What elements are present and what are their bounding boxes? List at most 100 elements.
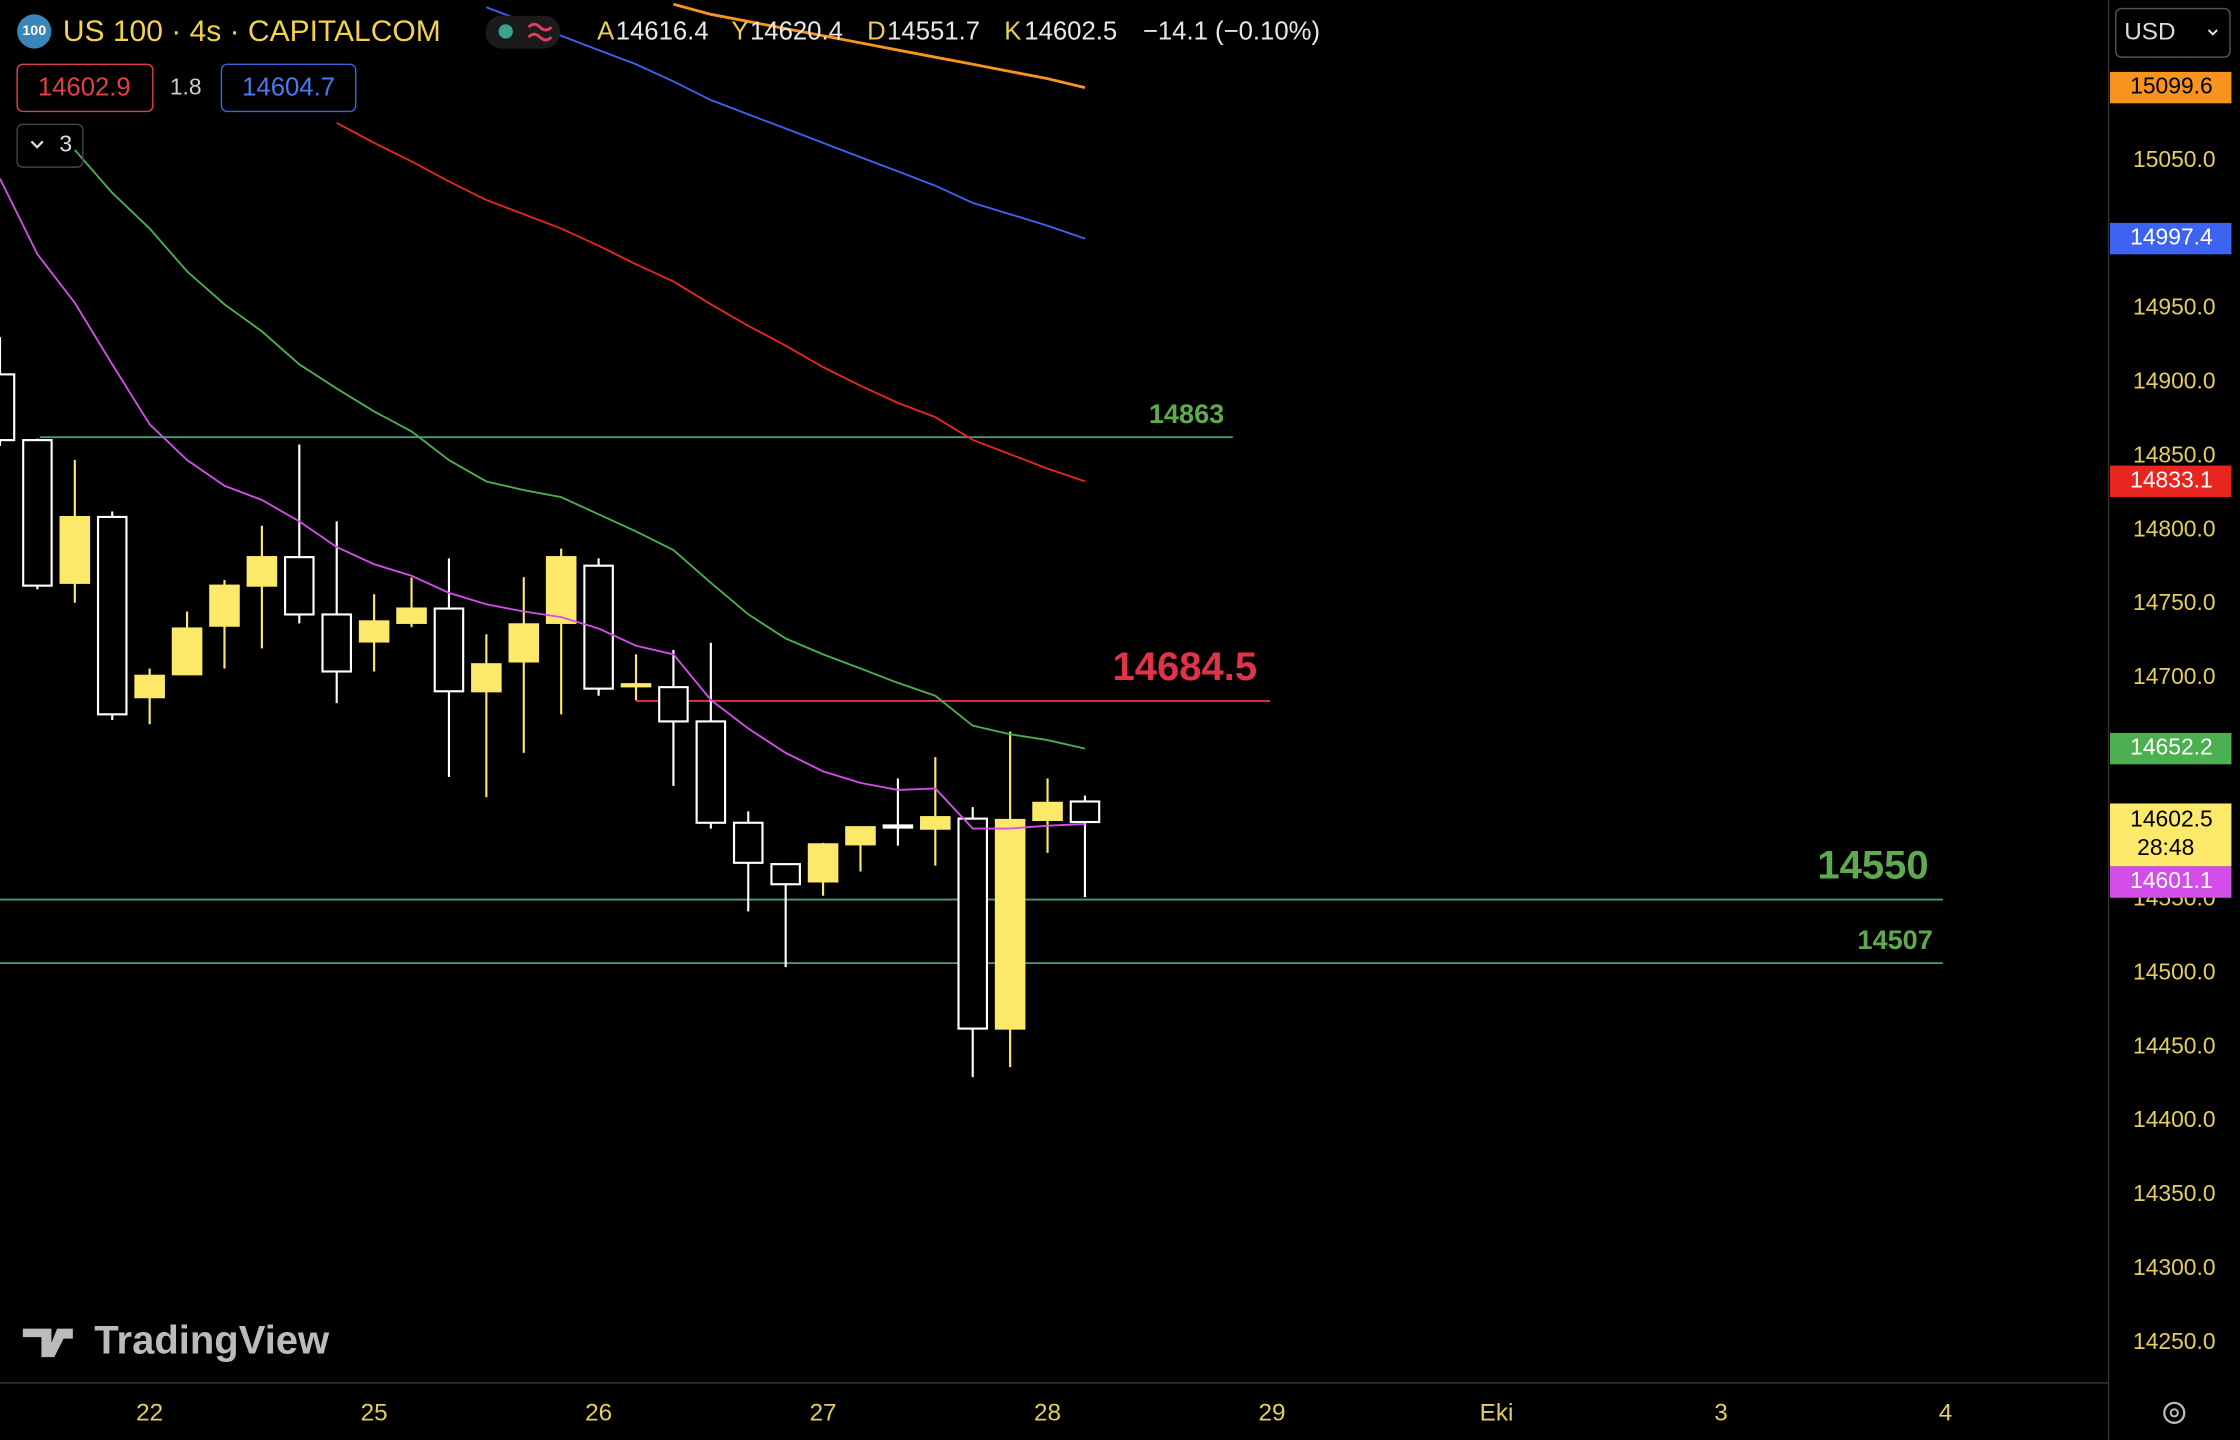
ohlc-label: K	[1004, 18, 1021, 46]
settings-icon	[2169, 1408, 2179, 1418]
x-tick-label: 28	[1034, 1400, 1061, 1427]
currency-dropdown[interactable]	[2115, 7, 2231, 58]
ohlc-label: D	[867, 18, 886, 46]
indicator-toggle[interactable]	[16, 123, 84, 168]
plot-area: 14863 14684.5 14550 14507	[0, 2, 1943, 1078]
ohlc-value: 14620.4	[750, 18, 843, 46]
candle-body	[994, 818, 1026, 1030]
y-tick-label: 14450.0	[2133, 1032, 2216, 1058]
horizontal-line-label: 14550	[1817, 844, 1928, 888]
candle-body	[358, 620, 390, 643]
ohlc-label: Y	[731, 18, 748, 46]
candle-body	[0, 373, 16, 442]
candle-body	[134, 674, 165, 699]
x-tick-label: Eki	[1480, 1400, 1514, 1427]
y-tick-label: 14250.0	[2133, 1328, 2216, 1354]
candle-body	[209, 584, 240, 627]
y-tick-label: 14700.0	[2133, 663, 2216, 689]
x-tick-label: 26	[585, 1400, 612, 1427]
y-tick-label: 15050.0	[2133, 146, 2216, 172]
spread: 1.8	[170, 74, 202, 100]
watermark-logo	[22, 1328, 73, 1358]
chevron-icon	[2207, 29, 2218, 36]
price-badge	[2110, 222, 2232, 255]
price-axis: 14250.0 14300.0 14350.0 14400.0 14450.0 14500…	[136, 71, 2232, 1427]
watermark: TradingView	[94, 1318, 330, 1362]
price-badge	[2110, 465, 2232, 498]
ohlc-value: 14616.4	[616, 18, 709, 46]
price-badge-label: 14833.1	[2130, 466, 2213, 492]
candle-body	[284, 556, 315, 616]
x-tick-label: 4	[1939, 1400, 1952, 1427]
candle-body	[22, 439, 53, 587]
x-tick-label: 25	[361, 1400, 388, 1427]
indicator-count[interactable]: 3	[59, 131, 72, 157]
symbol-logo	[17, 14, 52, 49]
current-price: 14602.5	[2130, 806, 2213, 832]
y-tick-label: 14300.0	[2133, 1254, 2216, 1280]
market-status-dot	[498, 24, 513, 39]
symbol-title[interactable]: US 100 · 4s · CAPITALCOM	[63, 15, 441, 48]
candle-body	[920, 816, 951, 830]
x-tick-label: 29	[1259, 1400, 1286, 1427]
candle-body	[471, 663, 502, 693]
header: 100 US 100 · 4s · CAPITALCOM A 14616.4 Y…	[16, 7, 2231, 1424]
price-badge-label: 15099.6	[2130, 73, 2213, 99]
x-tick-label: 3	[1714, 1400, 1728, 1427]
current-price-badge	[2110, 803, 2232, 867]
y-tick-label: 14950.0	[2133, 294, 2216, 320]
horizontal-line-label: 14507	[1857, 924, 1932, 955]
countdown: 28:48	[2137, 834, 2194, 860]
candle-body	[96, 515, 128, 716]
candle-body	[396, 607, 427, 624]
y-tick-label: 14750.0	[2133, 589, 2216, 615]
currency-label[interactable]: USD	[2124, 18, 2175, 45]
candle-body	[882, 824, 914, 829]
candle-body	[321, 613, 353, 673]
price-badge	[2110, 732, 2232, 765]
candle-body	[171, 627, 203, 676]
candle-body	[770, 863, 801, 886]
candle-body	[59, 516, 91, 584]
sell-price[interactable]: 14602.9	[38, 73, 131, 101]
ohlc-value: 14602.5	[1024, 18, 1117, 46]
horizontal-line-label: 14684.5	[1113, 645, 1258, 689]
sell-button[interactable]	[16, 63, 154, 113]
y-tick-label: 14500.0	[2133, 958, 2216, 984]
candle-body	[583, 564, 614, 690]
candle-body	[1032, 801, 1063, 822]
buy-price[interactable]: 14604.7	[242, 73, 335, 101]
settings-button[interactable]	[2163, 1401, 2186, 1424]
y-tick-label: 14850.0	[2133, 441, 2216, 467]
price-badge	[2110, 866, 2232, 898]
status-pill	[485, 15, 560, 49]
chevron-icon	[30, 140, 44, 149]
indicator-line	[74, 149, 1086, 750]
price-change: −14.1 (−0.10%)	[1143, 18, 1320, 46]
candle-body	[695, 720, 727, 824]
candle-body	[246, 556, 278, 587]
ohlc-label: A	[597, 18, 615, 46]
indicator-line	[486, 6, 1086, 240]
logo-text: 100	[22, 23, 46, 39]
indicator-line	[0, 178, 1086, 830]
candle-body	[732, 821, 764, 864]
data-status-icon	[527, 22, 553, 42]
candle-body	[807, 843, 839, 883]
candle-body	[1069, 800, 1101, 824]
candle-body	[845, 826, 876, 846]
price-badge	[2110, 71, 2232, 104]
y-tick-label: 14900.0	[2133, 368, 2216, 394]
candle-body	[957, 817, 989, 1030]
candle-body	[508, 623, 540, 663]
ohlc-value: 14551.7	[887, 18, 980, 46]
horizontal-line-label: 14863	[1149, 398, 1224, 429]
candle-body	[433, 607, 465, 693]
y-tick-label: 14350.0	[2133, 1180, 2216, 1206]
candle-body	[620, 683, 652, 688]
y-tick-label: 14800.0	[2133, 515, 2216, 541]
buy-button[interactable]	[220, 63, 357, 113]
